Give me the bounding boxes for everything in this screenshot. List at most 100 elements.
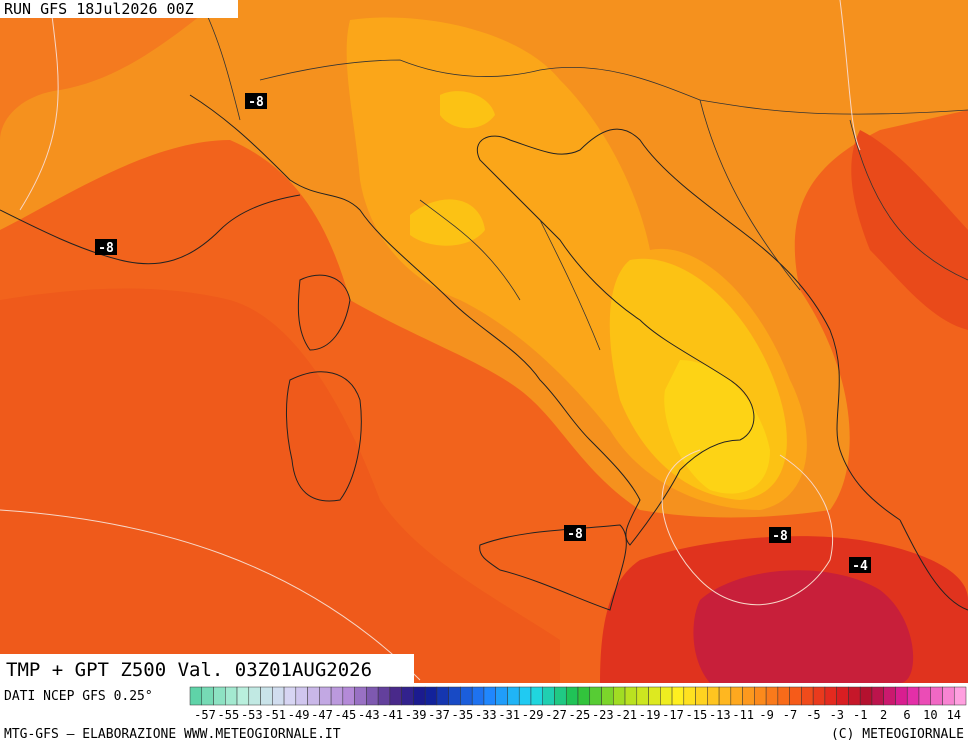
source-label: DATI NCEP GFS 0.25° — [4, 689, 153, 704]
colorbar-label: -27 — [545, 708, 567, 722]
colorbar-label: -51 — [264, 708, 286, 722]
colorbar-swatch — [848, 686, 861, 706]
colorbar-label: -1 — [853, 708, 867, 722]
colorbar-label: -43 — [358, 708, 380, 722]
colorbar-swatch — [201, 686, 214, 706]
colorbar-label: -39 — [405, 708, 427, 722]
colorbar-swatch — [565, 686, 579, 706]
colorbar-label: 14 — [947, 708, 961, 722]
title-box — [0, 654, 414, 683]
colorbar-label: -5 — [806, 708, 820, 722]
colorbar-swatch — [601, 686, 614, 706]
colorbar-swatch — [307, 686, 320, 706]
footer-left: MTG-GFS — ELABORAZIONE WWW.METEOGIORNALE… — [4, 727, 341, 742]
colorbar-swatch — [718, 686, 732, 706]
map-title: TMP + GPT Z500 Val. 03Z01AUG2026 — [6, 659, 372, 681]
coastline — [0, 194, 301, 265]
colorbar-swatch — [530, 686, 543, 706]
contour-label: -8 — [98, 241, 114, 256]
colorbar-swatch — [801, 686, 814, 706]
colorbar-swatch — [577, 686, 591, 706]
colorbar-swatch — [812, 686, 826, 706]
contour-label-box — [245, 93, 267, 109]
colorbar-label: -19 — [639, 708, 661, 722]
colorbar-label: -23 — [592, 708, 614, 722]
colorbar-label: -21 — [615, 708, 637, 722]
colorbar-swatch — [953, 686, 967, 706]
colorbar-swatch — [942, 686, 955, 706]
colorbar-swatch — [436, 686, 449, 706]
colorbar-swatch — [189, 686, 203, 706]
colorbar-swatch — [424, 686, 438, 706]
colorbar-label: -13 — [709, 708, 731, 722]
sicily — [479, 524, 627, 611]
colorbar-swatch — [695, 686, 708, 706]
colorbar-swatch — [330, 686, 344, 706]
colorbar-swatch — [377, 686, 391, 706]
colorbar-swatch — [236, 686, 250, 706]
colorbar-label: -25 — [569, 708, 591, 722]
colorbar-label: -49 — [288, 708, 310, 722]
colorbar-swatch — [918, 686, 931, 706]
colorbar-label: -31 — [498, 708, 520, 722]
colorbar-swatch — [354, 686, 367, 706]
contour-label: -4 — [852, 559, 868, 574]
sardinia — [286, 371, 362, 502]
colorbar-swatch — [483, 686, 496, 706]
colorbar-swatch — [366, 686, 379, 706]
colorbar-label: 6 — [903, 708, 910, 722]
colorbar-swatch — [707, 686, 720, 706]
colorbar-swatch — [342, 686, 355, 706]
colorbar-swatch — [589, 686, 602, 706]
colorbar-swatch — [401, 686, 414, 706]
colorbar-label: -37 — [428, 708, 450, 722]
contour-label-box — [769, 527, 791, 543]
warm-field — [0, 288, 560, 683]
colorbar-swatch — [260, 686, 273, 706]
colorbar-label: -35 — [452, 708, 474, 722]
colorbar-label: -3 — [830, 708, 844, 722]
colorbar-swatch — [824, 686, 837, 706]
colorbar-swatch — [554, 686, 567, 706]
colorbar-swatch — [789, 686, 802, 706]
colorbar-swatch — [413, 686, 426, 706]
contour-label: -8 — [772, 529, 788, 544]
contour-label-box — [849, 557, 871, 573]
colorbar-label: 10 — [923, 708, 937, 722]
warm-field — [851, 130, 968, 330]
colorbar-label: 2 — [880, 708, 887, 722]
colorbar-swatch — [295, 686, 308, 706]
colorbar-label: -41 — [381, 708, 403, 722]
coastline — [899, 519, 968, 611]
colorbar-swatch — [742, 686, 755, 706]
colorbar-swatch — [389, 686, 402, 706]
colorbar-swatch — [283, 686, 297, 706]
colorbar-swatch — [906, 686, 920, 706]
colorbar-label: -53 — [241, 708, 263, 722]
colorbar-swatch — [683, 686, 696, 706]
colorbar-swatch — [871, 686, 884, 706]
coastline — [189, 94, 901, 546]
colorbar-swatch — [836, 686, 849, 706]
colorbar-swatch — [730, 686, 743, 706]
colorbar-swatch — [754, 686, 767, 706]
colorbar-swatch — [648, 686, 661, 706]
isotherm — [0, 0, 861, 681]
colorbar-swatch — [624, 686, 638, 706]
colorbar-swatch — [507, 686, 520, 706]
hot-field — [693, 570, 914, 683]
corsica — [297, 274, 351, 351]
colorbar-swatch — [895, 686, 908, 706]
colorbar-swatch — [248, 686, 261, 706]
contour-label-box — [95, 239, 117, 255]
contour-label: -8 — [567, 527, 583, 542]
colorbar-swatch — [518, 686, 532, 706]
colorbar-swatch — [272, 686, 285, 706]
colorbar-swatch — [765, 686, 779, 706]
colorbar-swatch — [636, 686, 649, 706]
colorbar-swatch — [930, 686, 943, 706]
colorbar: -57 -55 -53 -51 -49 -47 -45 -43 -41 -39 -37 -35 -33-… — [189, 686, 967, 722]
warm-field — [0, 0, 220, 140]
colorbar-swatch — [660, 686, 673, 706]
